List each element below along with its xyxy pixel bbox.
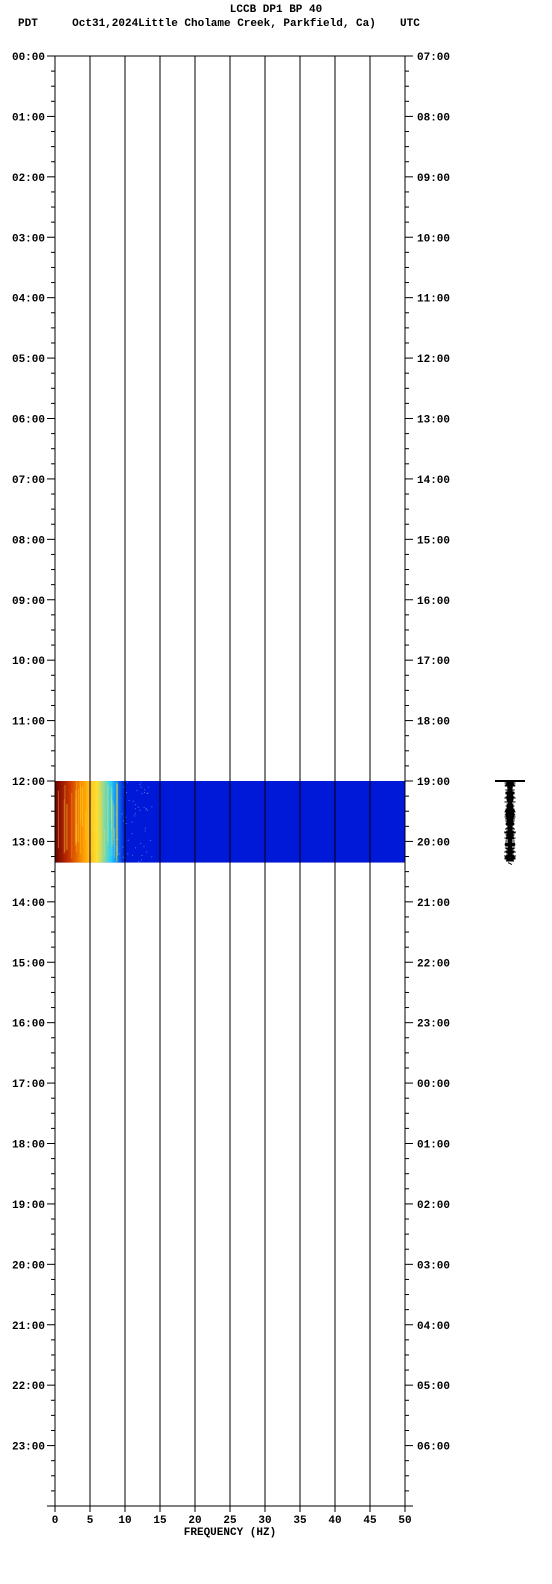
y-tick-left: 21:00 [12, 1321, 45, 1333]
x-tick-label: 5 [87, 1515, 94, 1527]
x-axis-label: FREQUENCY (HZ) [184, 1527, 276, 1539]
y-tick-left: 03:00 [12, 233, 45, 245]
y-tick-right: 17:00 [417, 656, 450, 668]
y-tick-right: 02:00 [417, 1200, 450, 1212]
y-tick-right: 10:00 [417, 233, 450, 245]
y-tick-left: 20:00 [12, 1260, 45, 1272]
x-tick-label: 35 [293, 1515, 307, 1527]
y-tick-right: 16:00 [417, 596, 450, 608]
x-tick-label: 50 [398, 1515, 411, 1527]
y-tick-right: 00:00 [417, 1079, 450, 1091]
y-tick-right: 19:00 [417, 777, 450, 789]
y-tick-left: 09:00 [12, 596, 45, 608]
y-tick-left: 12:00 [12, 777, 45, 789]
y-tick-right: 05:00 [417, 1381, 450, 1393]
y-tick-right: 22:00 [417, 958, 450, 970]
y-tick-left: 00:00 [12, 52, 45, 64]
spectrogram-plot: 0 5 10 15 20 25 30 35 40 45 50 FREQUENCY (HZ) 00:00 0… [0, 0, 552, 1584]
y-tick-left: 22:00 [12, 1381, 45, 1393]
y-tick-right: 04:00 [417, 1321, 450, 1333]
y-tick-left: 10:00 [12, 656, 45, 668]
x-tick-label: 15 [153, 1515, 167, 1527]
y-tick-left: 16:00 [12, 1019, 45, 1031]
y-tick-left: 06:00 [12, 415, 45, 427]
x-tick-label: 25 [223, 1515, 237, 1527]
y-tick-right: 11:00 [417, 294, 450, 306]
y-tick-right: 01:00 [417, 1140, 450, 1152]
x-tick-label: 45 [363, 1515, 377, 1527]
y-tick-right: 12:00 [417, 354, 450, 366]
y-tick-left: 11:00 [12, 717, 45, 729]
y-tick-left: 05:00 [12, 354, 45, 366]
y-tick-left: 02:00 [12, 173, 45, 185]
y-tick-left: 15:00 [12, 958, 45, 970]
y-tick-left: 13:00 [12, 837, 45, 849]
y-tick-left: 17:00 [12, 1079, 45, 1091]
x-tick-label: 10 [118, 1515, 131, 1527]
y-tick-left: 01:00 [12, 112, 45, 124]
y-tick-right: 20:00 [417, 837, 450, 849]
y-tick-left: 08:00 [12, 535, 45, 547]
y-tick-right: 08:00 [417, 112, 450, 124]
y-tick-right: 15:00 [417, 535, 450, 547]
y-tick-right: 18:00 [417, 717, 450, 729]
y-tick-left: 14:00 [12, 898, 45, 910]
y-tick-left: 23:00 [12, 1442, 45, 1454]
y-tick-right: 09:00 [417, 173, 450, 185]
y-tick-right: 21:00 [417, 898, 450, 910]
y-tick-right: 23:00 [417, 1019, 450, 1031]
x-tick-label: 0 [52, 1515, 59, 1527]
x-tick-label: 20 [188, 1515, 201, 1527]
y-tick-right: 14:00 [417, 475, 450, 487]
y-tick-left: 18:00 [12, 1140, 45, 1152]
y-tick-right: 07:00 [417, 52, 450, 64]
x-tick-label: 40 [328, 1515, 341, 1527]
y-tick-left: 04:00 [12, 294, 45, 306]
y-tick-left: 07:00 [12, 475, 45, 487]
x-tick-label: 30 [258, 1515, 271, 1527]
y-tick-right: 03:00 [417, 1260, 450, 1272]
y-tick-left: 19:00 [12, 1200, 45, 1212]
y-tick-right: 06:00 [417, 1442, 450, 1454]
spectrogram-container: LCCB DP1 BP 40 PDT UTC Oct31,2024Little … [0, 0, 552, 1584]
y-tick-right: 13:00 [417, 415, 450, 427]
